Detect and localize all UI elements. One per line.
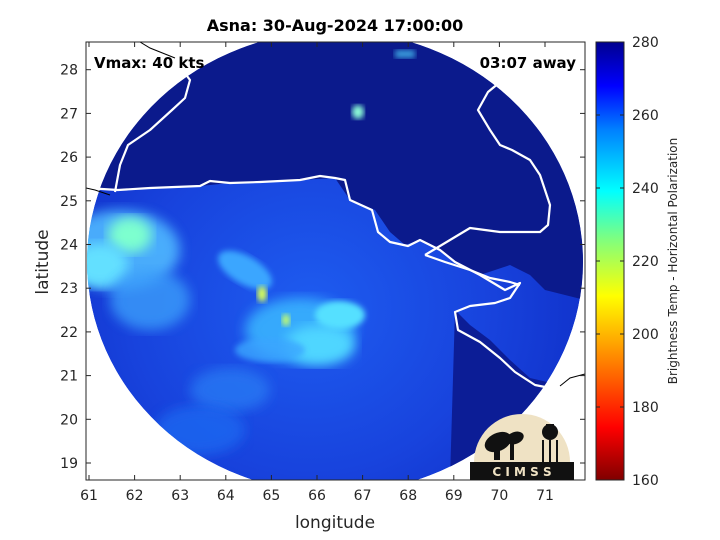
colorbar-tick-label: 280: [632, 35, 659, 51]
y-tick-label: 21: [60, 369, 78, 385]
tick-marks: [86, 42, 585, 480]
x-tick-label: 67: [354, 488, 372, 504]
y-tick-label: 25: [60, 194, 78, 210]
x-tick-label: 62: [126, 488, 144, 504]
y-tick-label: 22: [60, 325, 78, 341]
vmax-label: Vmax: 40 kts: [94, 54, 204, 72]
y-tick-label: 19: [60, 456, 78, 472]
x-tick-label: 65: [262, 488, 280, 504]
x-tick-label: 71: [536, 488, 554, 504]
colorbar-tick-label: 180: [632, 400, 659, 416]
satellite-dish-icon: [484, 431, 524, 460]
logo-text: C I M S S: [492, 465, 551, 479]
coastline-makran: [86, 174, 585, 392]
colorbar-tick-label: 240: [632, 181, 659, 197]
colorbar-label: Brightness Temp - Horizontal Polarizatio…: [666, 138, 680, 385]
y-tick-label: 23: [60, 281, 78, 297]
x-tick-label: 70: [490, 488, 508, 504]
gulf-of-kutch: [424, 253, 521, 287]
x-tick-label: 63: [171, 488, 189, 504]
colorbar-scale: [595, 41, 625, 481]
satellite-swath: [87, 42, 583, 480]
y-tick-label: 26: [60, 150, 78, 166]
colorbar-tick-label: 160: [632, 473, 659, 489]
colorbar-tick-label: 200: [632, 327, 659, 343]
y-tick-label: 20: [60, 412, 78, 428]
x-axis-label: longitude: [295, 513, 375, 533]
y-tick-label: 24: [60, 238, 78, 254]
x-tick-labels: 61 62 63 64 65 66 67 68 69 70 71: [80, 488, 554, 504]
y-tick-label: 28: [60, 63, 78, 79]
axes-frame: [85, 41, 586, 481]
cimss-logo: C I M S S: [470, 414, 574, 480]
y-axis-label: latitude: [33, 229, 53, 294]
colorbar-tick-label: 220: [632, 254, 659, 270]
colorbar: 160 180 200 220 240 260 280 Brightness T…: [595, 35, 680, 489]
y-tick-labels: 19 20 21 22 23 24 25 26 27 28: [60, 63, 78, 472]
y-tick-label: 27: [60, 106, 78, 122]
x-tick-label: 69: [445, 488, 463, 504]
x-tick-label: 64: [217, 488, 235, 504]
x-tick-label: 66: [308, 488, 326, 504]
x-tick-label: 68: [399, 488, 417, 504]
land-area-north: [87, 42, 583, 300]
map-title: Asna: 30-Aug-2024 17:00:00: [207, 16, 464, 35]
x-tick-label: 61: [80, 488, 98, 504]
time-away-label: 03:07 away: [480, 54, 577, 72]
map-plot-area: [86, 42, 585, 480]
water-tower-icon: [542, 424, 558, 462]
border-pakistan-india: [424, 42, 552, 256]
colorbar-tick-label: 260: [632, 108, 659, 124]
